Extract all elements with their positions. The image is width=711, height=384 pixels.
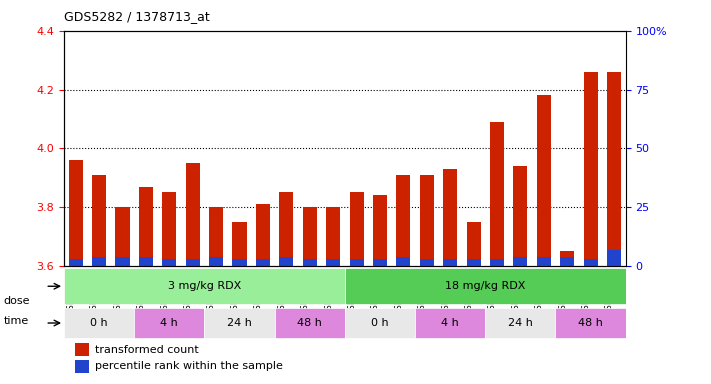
Bar bbox=[490, 259, 504, 266]
Text: GDS5282 / 1378713_at: GDS5282 / 1378713_at bbox=[64, 10, 210, 23]
Bar bbox=[279, 192, 294, 266]
Bar bbox=[303, 259, 316, 266]
Bar bbox=[139, 257, 153, 266]
Bar bbox=[443, 259, 457, 266]
Bar bbox=[396, 175, 410, 266]
Bar bbox=[274, 308, 345, 338]
Bar bbox=[555, 308, 626, 338]
Bar bbox=[560, 251, 574, 266]
Bar bbox=[75, 343, 90, 356]
Bar bbox=[350, 192, 363, 266]
Text: 3 mg/kg RDX: 3 mg/kg RDX bbox=[168, 281, 241, 291]
Bar bbox=[64, 268, 345, 305]
Bar bbox=[303, 207, 316, 266]
Text: 48 h: 48 h bbox=[578, 318, 603, 328]
Bar bbox=[162, 259, 176, 266]
Bar bbox=[232, 222, 247, 266]
Bar bbox=[513, 166, 528, 266]
Bar bbox=[139, 187, 153, 266]
Bar bbox=[345, 268, 626, 305]
Bar bbox=[560, 257, 574, 266]
Bar bbox=[537, 96, 551, 266]
Bar bbox=[419, 175, 434, 266]
Text: time: time bbox=[4, 316, 29, 326]
Bar bbox=[584, 72, 597, 266]
Bar bbox=[607, 72, 621, 266]
Bar bbox=[256, 259, 270, 266]
Text: 48 h: 48 h bbox=[297, 318, 322, 328]
Text: 0 h: 0 h bbox=[371, 318, 389, 328]
Bar bbox=[466, 259, 481, 266]
Bar bbox=[209, 257, 223, 266]
Text: 24 h: 24 h bbox=[508, 318, 533, 328]
Bar bbox=[162, 192, 176, 266]
Bar bbox=[513, 257, 528, 266]
Bar bbox=[607, 250, 621, 266]
Bar bbox=[209, 207, 223, 266]
Bar bbox=[345, 308, 415, 338]
Bar bbox=[232, 259, 247, 266]
Bar bbox=[373, 259, 387, 266]
Bar bbox=[415, 308, 485, 338]
Bar bbox=[115, 257, 129, 266]
Bar bbox=[186, 259, 200, 266]
Bar bbox=[490, 122, 504, 266]
Text: 18 mg/kg RDX: 18 mg/kg RDX bbox=[445, 281, 525, 291]
Bar bbox=[443, 169, 457, 266]
Bar bbox=[466, 222, 481, 266]
Bar bbox=[134, 308, 204, 338]
Text: dose: dose bbox=[4, 296, 30, 306]
Bar bbox=[75, 360, 90, 372]
Bar bbox=[485, 308, 555, 338]
Text: 0 h: 0 h bbox=[90, 318, 108, 328]
Bar bbox=[186, 163, 200, 266]
Bar bbox=[92, 257, 106, 266]
Bar bbox=[69, 259, 82, 266]
Bar bbox=[419, 259, 434, 266]
Text: transformed count: transformed count bbox=[95, 345, 198, 355]
Bar bbox=[69, 160, 82, 266]
Bar bbox=[279, 257, 294, 266]
Bar bbox=[205, 308, 274, 338]
Bar bbox=[326, 259, 340, 266]
Bar bbox=[64, 308, 134, 338]
Text: 4 h: 4 h bbox=[161, 318, 178, 328]
Text: percentile rank within the sample: percentile rank within the sample bbox=[95, 361, 283, 371]
Bar bbox=[326, 207, 340, 266]
Bar bbox=[373, 195, 387, 266]
Bar bbox=[537, 257, 551, 266]
Bar bbox=[396, 257, 410, 266]
Text: 4 h: 4 h bbox=[442, 318, 459, 328]
Bar bbox=[115, 207, 129, 266]
Bar bbox=[350, 259, 363, 266]
Text: 24 h: 24 h bbox=[227, 318, 252, 328]
Bar bbox=[256, 204, 270, 266]
Bar bbox=[584, 259, 597, 266]
Bar bbox=[92, 175, 106, 266]
